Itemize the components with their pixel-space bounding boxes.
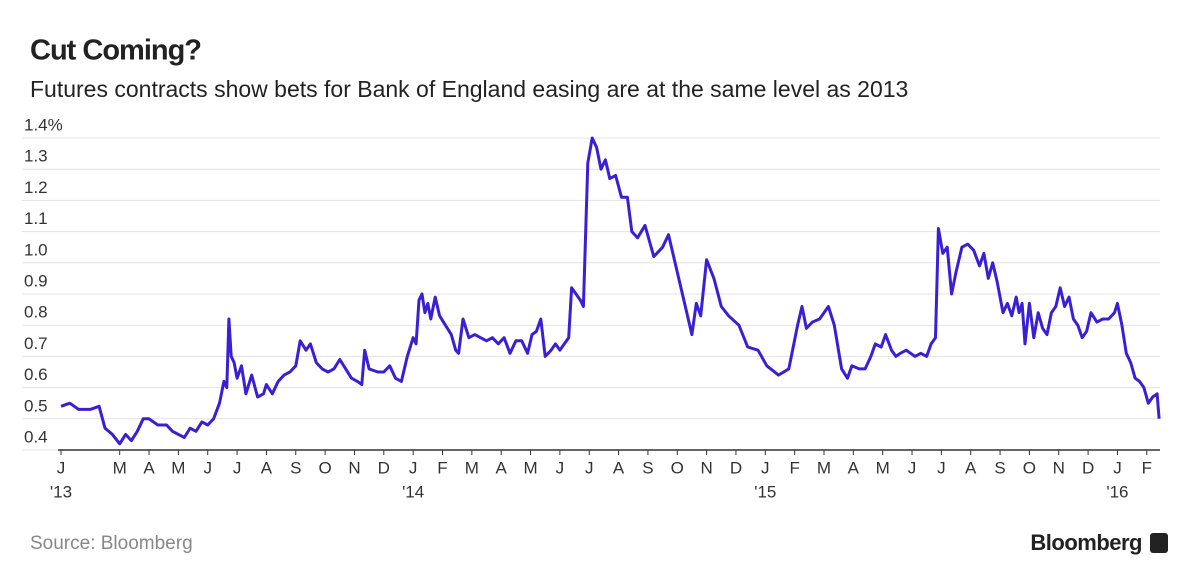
x-tick-label: J (57, 458, 66, 477)
chart-subtitle: Futures contracts show bets for Bank of … (30, 76, 908, 102)
y-tick-label: 0.9 (24, 271, 48, 290)
x-tick-label: M (171, 458, 185, 477)
x-tick-label: M (876, 458, 890, 477)
x-tick-label: N (348, 458, 360, 477)
x-tick-label: O (318, 458, 331, 477)
x-tick-label: N (1053, 458, 1065, 477)
x-tick-label: A (965, 458, 977, 477)
brand: Bloomberg (1030, 530, 1142, 555)
x-tick-label: J (908, 458, 917, 477)
x-tick-label: D (1082, 458, 1094, 477)
x-tick-label: A (496, 458, 508, 477)
y-tick-label: 0.8 (24, 303, 48, 322)
x-tick-label: F (437, 458, 447, 477)
y-tick-label: 1.3 (24, 147, 48, 166)
x-tick-label: A (261, 458, 273, 477)
x-tick-label: N (700, 458, 712, 477)
x-tick-label: O (1023, 458, 1036, 477)
x-tick-label: D (730, 458, 742, 477)
y-tick-label: 0.7 (24, 334, 48, 353)
x-tick-label: A (848, 458, 860, 477)
y-tick-label: 0.5 (24, 396, 48, 415)
x-year-label: '14 (402, 482, 424, 501)
x-tick-label: D (378, 458, 390, 477)
y-tick-label: 0.6 (24, 365, 48, 384)
y-tick-label: 1.0 (24, 240, 48, 259)
x-tick-label: J (556, 458, 565, 477)
x-tick-label: J (203, 458, 212, 477)
x-tick-label: J (1113, 458, 1122, 477)
x-tick-label: M (465, 458, 479, 477)
y-tick-label: 1.1 (24, 209, 48, 228)
chart-title: Cut Coming? (30, 35, 201, 67)
x-tick-label: M (523, 458, 537, 477)
x-tick-label: M (817, 458, 831, 477)
brand-icon (1150, 533, 1168, 553)
x-tick-label: A (143, 458, 155, 477)
x-tick-label: J (937, 458, 946, 477)
x-year-label: '15 (754, 482, 776, 501)
y-tick-label: 0.4 (24, 427, 48, 446)
x-tick-label: S (994, 458, 1005, 477)
x-tick-label: S (290, 458, 301, 477)
x-year-label: '16 (1106, 482, 1128, 501)
x-tick-label: J (761, 458, 770, 477)
data-line (60, 136, 1161, 446)
x-year-label: '13 (50, 482, 72, 501)
x-tick-label: F (789, 458, 799, 477)
x-tick-label: F (1142, 458, 1152, 477)
x-tick-label: M (113, 458, 127, 477)
x-tick-label: J (233, 458, 242, 477)
x-tick-label: J (409, 458, 418, 477)
y-tick-label: 1.4% (24, 115, 63, 134)
source: Source: Bloomberg (30, 533, 193, 554)
x-tick-label: O (671, 458, 684, 477)
y-tick-label: 1.2 (24, 178, 48, 197)
x-tick-label: A (613, 458, 625, 477)
x-tick-label: J (585, 458, 594, 477)
x-tick-label: S (642, 458, 653, 477)
